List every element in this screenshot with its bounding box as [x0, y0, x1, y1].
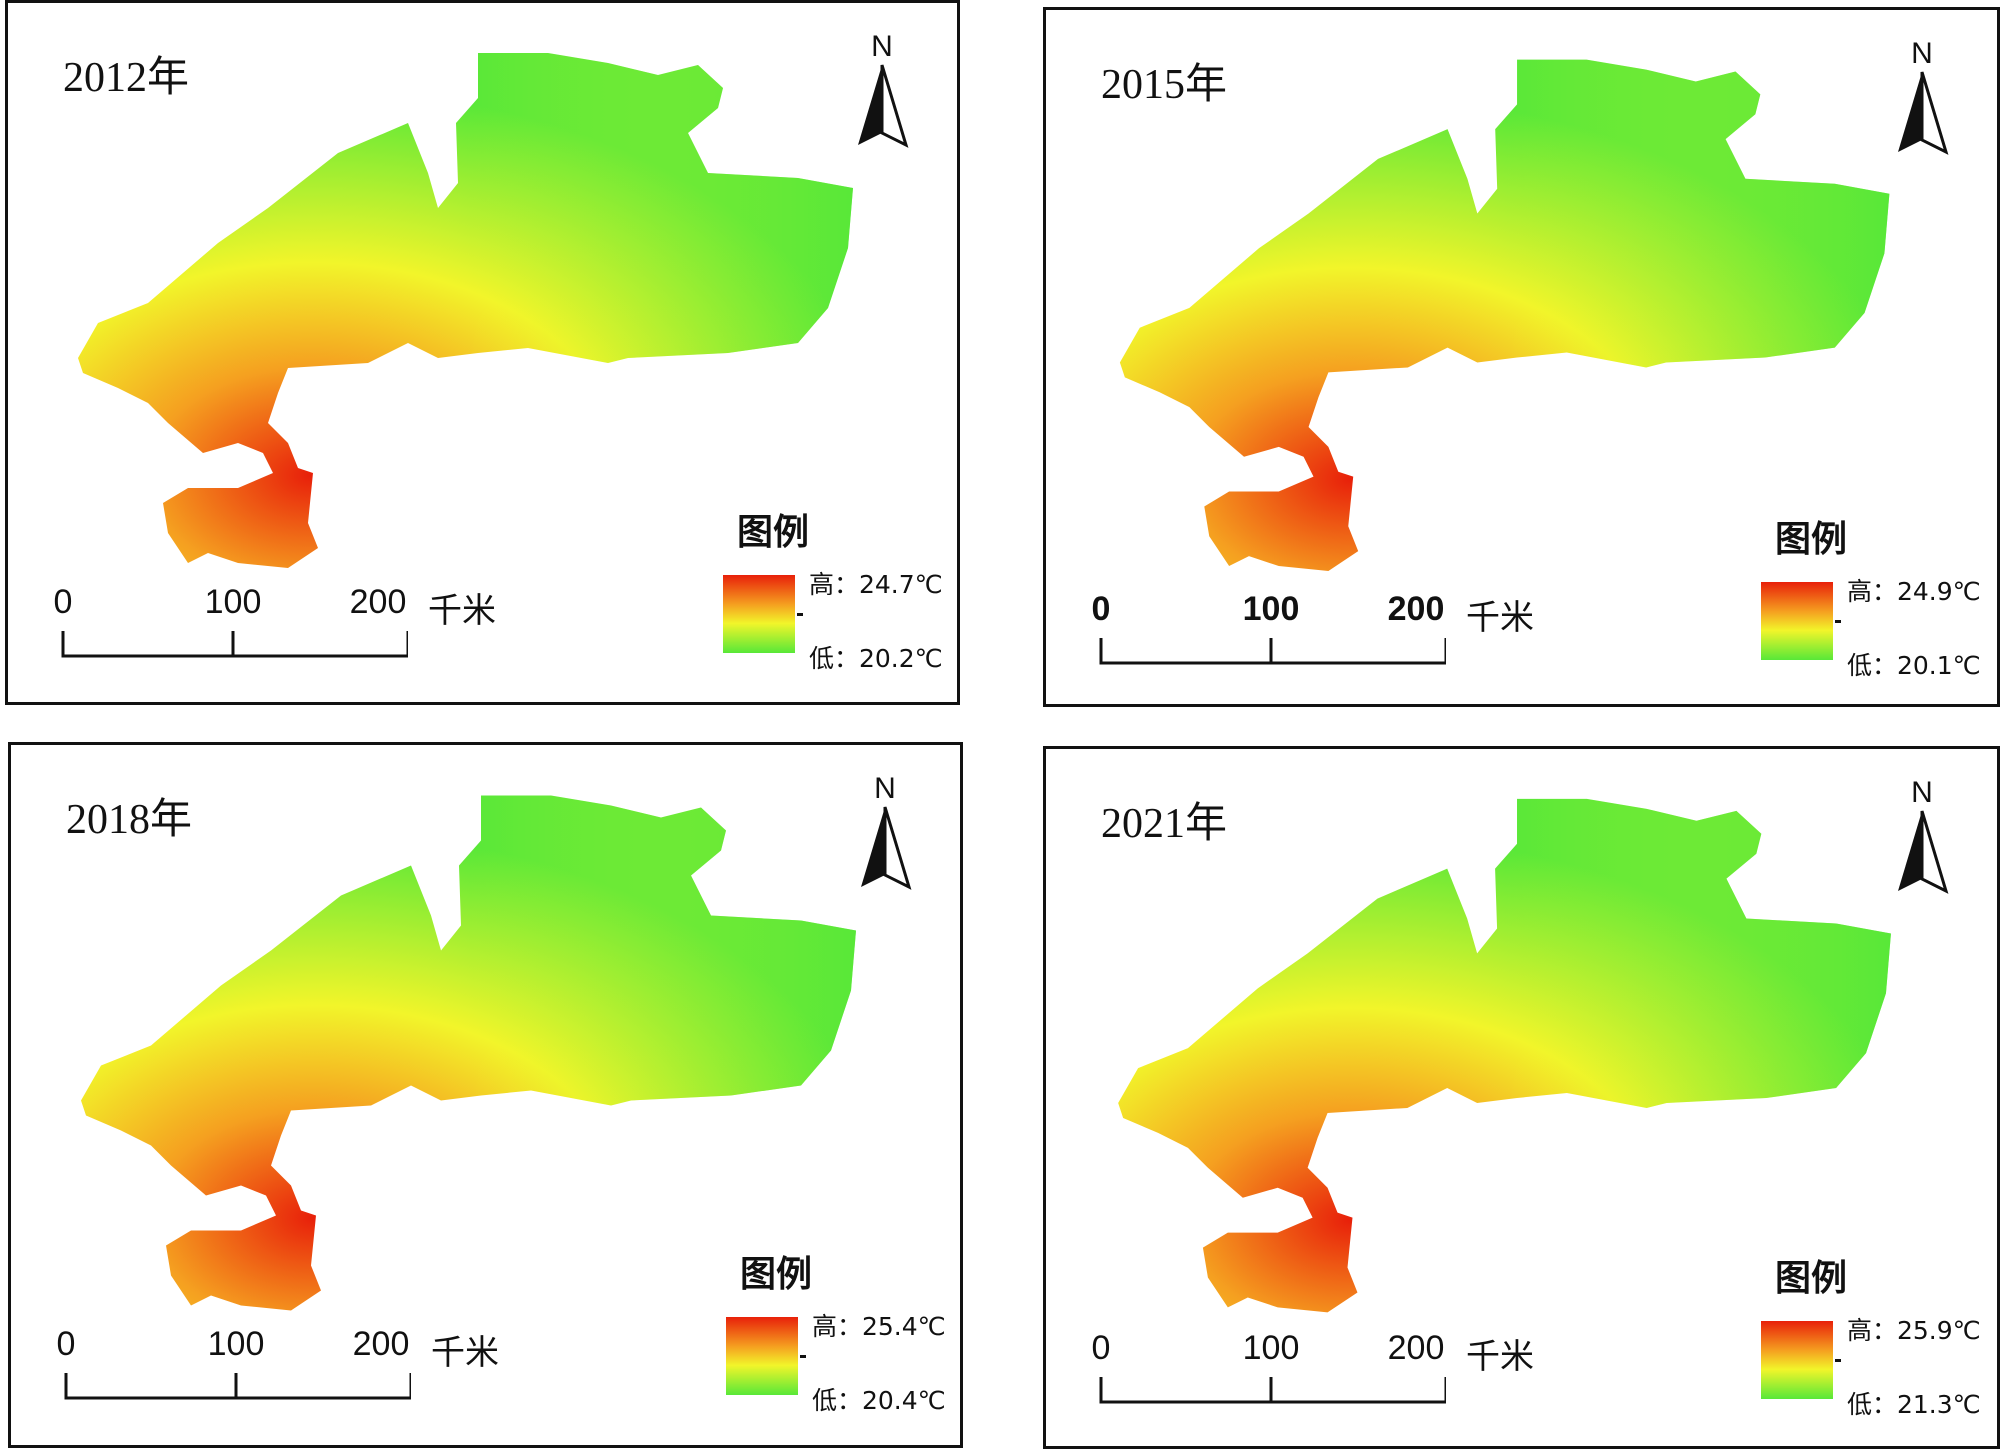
cool-region-shading — [81, 795, 856, 1311]
scale-bar: 0 100 200 千米 — [1086, 1329, 1534, 1419]
scale-tick-100: 100 — [204, 583, 262, 621]
legend-low-value: 低：21.3℃ — [1847, 1390, 1981, 1419]
scale-tick-100: 100 — [207, 1325, 265, 1363]
map-panel-2015: 2015年 N 0 100 200 千米 图例 高：24.9℃ 低：20.1℃ — [1043, 7, 2000, 707]
legend-title: 图例 — [740, 1254, 813, 1295]
legend-title: 图例 — [1775, 1258, 1848, 1299]
year-label: 2018年 — [66, 797, 193, 843]
legend-color-ramp — [1761, 1321, 1833, 1399]
map-panel-2018: 2018年 N 0 100 200 千米 图例 高：25.4℃ 低：20.4℃ — [8, 742, 963, 1448]
legend-low-value: 低：20.2℃ — [809, 644, 943, 673]
legend-color-ramp — [1761, 582, 1833, 660]
scale-tick-200: 200 — [349, 583, 407, 621]
scale-unit: 千米 — [428, 591, 496, 631]
scale-tick-200: 200 — [1387, 590, 1445, 628]
year-label: 2012年 — [63, 55, 190, 101]
north-arrow: N — [847, 31, 917, 152]
legend-high-value: 高：24.7℃ — [809, 570, 943, 599]
scale-tick-100: 100 — [1242, 590, 1300, 628]
scale-tick-0: 0 — [56, 1325, 76, 1363]
map-panel-2021: 2021年 N 0 100 200 千米 图例 高：25.9℃ 低：21.3℃ — [1043, 746, 2000, 1449]
scale-bar: 0 100 200 千米 — [51, 1325, 499, 1415]
temperature-map — [1119, 59, 1890, 571]
legend-tick — [1835, 620, 1841, 623]
scale-tick-200: 200 — [1387, 1329, 1445, 1367]
legend-color-ramp — [726, 1317, 798, 1395]
year-label: 2021年 — [1101, 801, 1228, 847]
legend-color-ramp — [723, 575, 795, 653]
temperature-map — [78, 53, 853, 568]
north-label: N — [1911, 37, 1933, 70]
north-arrow-icon — [1898, 810, 1949, 894]
scale-tick-100: 100 — [1242, 1329, 1300, 1367]
north-arrow-icon — [1898, 71, 1949, 155]
north-label: N — [874, 772, 896, 805]
legend: 图例 高：24.9℃ 低：20.1℃ — [1761, 510, 1991, 690]
scale-tick-0: 0 — [1091, 1329, 1111, 1367]
legend-tick — [797, 613, 803, 616]
legend-tick — [1835, 1359, 1841, 1362]
scale-unit: 千米 — [1466, 1337, 1534, 1377]
legend-high-value: 高：25.4℃ — [812, 1312, 946, 1341]
legend-high-value: 高：24.9℃ — [1847, 577, 1981, 606]
north-arrow-icon — [858, 64, 909, 148]
cool-region-shading — [78, 53, 853, 568]
north-arrow: N — [850, 773, 920, 894]
scale-unit: 千米 — [431, 1333, 499, 1373]
legend-high-value: 高：25.9℃ — [1847, 1316, 1981, 1345]
legend: 图例 高：25.9℃ 低：21.3℃ — [1761, 1249, 1991, 1429]
legend-title: 图例 — [1775, 519, 1848, 560]
scale-bar: 0 100 200 千米 — [48, 583, 496, 673]
cool-region-shading — [1118, 798, 1891, 1313]
north-arrow: N — [1887, 38, 1957, 159]
north-label: N — [871, 30, 893, 63]
north-arrow-icon — [861, 806, 912, 890]
north-arrow: N — [1887, 777, 1957, 898]
cool-region-shading — [1119, 59, 1890, 571]
map-panel-2012: 2012年 N 0 100 200 千米 图例 高：24.7℃ 低：20.2℃ — [5, 0, 960, 705]
legend-low-value: 低：20.1℃ — [1847, 651, 1981, 680]
scale-tick-0: 0 — [1091, 590, 1111, 628]
temperature-map — [81, 795, 856, 1311]
legend-tick — [800, 1355, 806, 1358]
scale-bar: 0 100 200 千米 — [1086, 590, 1534, 680]
temperature-map — [1118, 798, 1891, 1313]
year-label: 2015年 — [1101, 62, 1228, 108]
scale-tick-200: 200 — [352, 1325, 410, 1363]
scale-unit: 千米 — [1466, 598, 1534, 638]
legend: 图例 高：25.4℃ 低：20.4℃ — [726, 1245, 956, 1425]
scale-tick-0: 0 — [53, 583, 73, 621]
legend-title: 图例 — [737, 512, 810, 553]
legend: 图例 高：24.7℃ 低：20.2℃ — [723, 503, 953, 683]
north-label: N — [1911, 776, 1933, 809]
legend-low-value: 低：20.4℃ — [812, 1386, 946, 1415]
